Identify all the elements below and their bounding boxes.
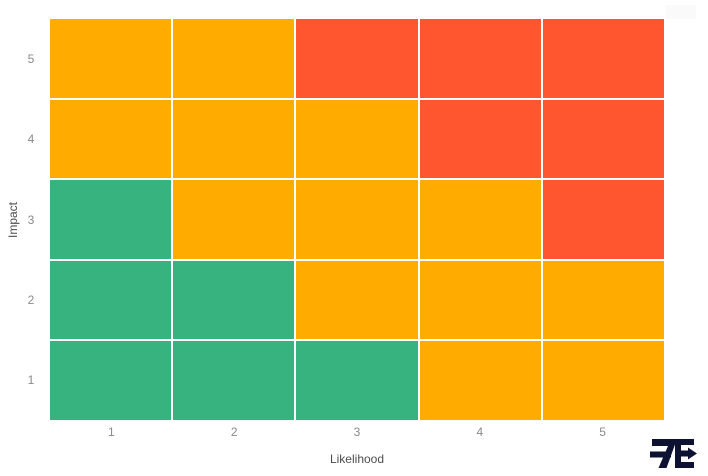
heatmap-cell[interactable]: [296, 260, 418, 340]
logo-glyph-e-mid-arm: [675, 450, 689, 457]
heatmap-cell[interactable]: [419, 260, 541, 340]
logo-glyph-e-top-arm: [675, 439, 694, 445]
heatmap-cell[interactable]: [296, 99, 418, 179]
heatmap-cell[interactable]: [419, 19, 541, 98]
x-tick-label: 2: [230, 424, 238, 439]
heatmap-cell[interactable]: [542, 19, 664, 98]
heatmap-cell[interactable]: [50, 341, 172, 420]
heatmap-cell[interactable]: [296, 19, 418, 98]
y-axis-title: Impact: [6, 201, 20, 239]
x-axis-title: Likelihood: [329, 452, 385, 466]
heatmap-cell[interactable]: [173, 99, 295, 179]
heatmap-cell[interactable]: [542, 99, 664, 179]
x-tick-label: 4: [476, 424, 484, 439]
logo-7e: [650, 437, 697, 469]
logo-glyph-e-arrowhead: [688, 447, 697, 460]
heatmap-cell[interactable]: [296, 180, 418, 259]
x-tick-label: 1: [108, 424, 115, 439]
heatmap-cell[interactable]: [50, 180, 172, 259]
y-tick-label: 2: [27, 292, 35, 307]
x-axis-tick-labels: 1 2 3 4 5: [50, 423, 664, 440]
heatmap-cell[interactable]: [173, 341, 295, 420]
logo-glyph-7-crossbar: [650, 451, 671, 458]
heatmap-cell[interactable]: [419, 99, 541, 179]
y-tick-label: 3: [27, 212, 35, 227]
x-tick-label: 5: [599, 424, 606, 439]
y-tick-label: 5: [27, 52, 35, 67]
heatmap-cell[interactable]: [50, 19, 172, 98]
heatmap-cell[interactable]: [296, 341, 418, 420]
heatmap-cell[interactable]: [173, 180, 295, 259]
y-tick-label: 4: [27, 132, 35, 147]
y-tick-label: 1: [27, 372, 35, 387]
x-tick-label: 3: [353, 424, 361, 439]
heatmap-cell[interactable]: [542, 341, 664, 420]
heatmap-cell[interactable]: [173, 260, 295, 340]
logo-glyph-e-bottom-arm: [675, 462, 694, 468]
heatmap-cell[interactable]: [173, 19, 295, 98]
heatmap-cell[interactable]: [419, 180, 541, 259]
faint-watermark: [666, 5, 696, 19]
heatmap-cell[interactable]: [542, 180, 664, 259]
heatmap-cell[interactable]: [419, 341, 541, 420]
heatmap-grid: [50, 19, 664, 420]
heatmap-cell[interactable]: [50, 260, 172, 340]
logo-glyph-7: [652, 439, 677, 468]
y-axis-tick-labels: 5 4 3 2 1: [20, 19, 42, 420]
heatmap-cell[interactable]: [50, 99, 172, 179]
heatmap-cell[interactable]: [542, 260, 664, 340]
